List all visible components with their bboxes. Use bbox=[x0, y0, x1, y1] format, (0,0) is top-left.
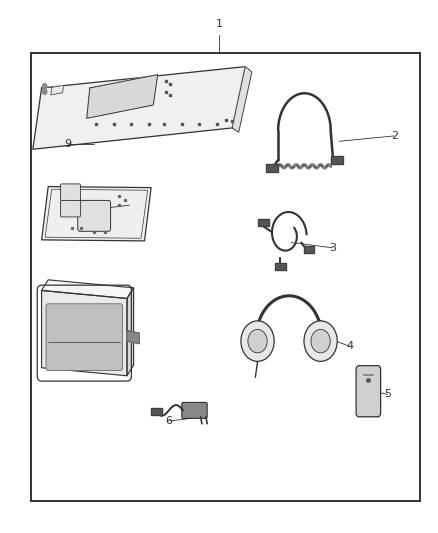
Polygon shape bbox=[42, 290, 127, 376]
Polygon shape bbox=[258, 219, 269, 226]
Circle shape bbox=[42, 84, 47, 89]
FancyBboxPatch shape bbox=[60, 200, 81, 217]
Text: 8: 8 bbox=[104, 203, 111, 213]
Polygon shape bbox=[266, 164, 278, 172]
Polygon shape bbox=[87, 75, 158, 118]
Text: 7: 7 bbox=[60, 360, 67, 370]
Polygon shape bbox=[331, 156, 343, 164]
FancyBboxPatch shape bbox=[356, 366, 381, 417]
Polygon shape bbox=[151, 408, 162, 415]
Polygon shape bbox=[51, 85, 64, 95]
Text: 5: 5 bbox=[384, 390, 391, 399]
Polygon shape bbox=[42, 280, 134, 298]
Bar bbox=[31, 53, 420, 501]
Polygon shape bbox=[232, 67, 252, 132]
Circle shape bbox=[42, 89, 47, 94]
Text: 2: 2 bbox=[391, 131, 398, 141]
Polygon shape bbox=[275, 263, 286, 270]
Polygon shape bbox=[127, 288, 134, 376]
FancyBboxPatch shape bbox=[182, 402, 207, 418]
Circle shape bbox=[304, 321, 337, 361]
Circle shape bbox=[311, 329, 330, 353]
Polygon shape bbox=[127, 330, 139, 344]
Text: 1: 1 bbox=[215, 19, 223, 29]
Polygon shape bbox=[304, 246, 314, 253]
Circle shape bbox=[248, 329, 267, 353]
Polygon shape bbox=[33, 67, 245, 149]
FancyBboxPatch shape bbox=[60, 184, 81, 200]
Polygon shape bbox=[42, 187, 151, 241]
FancyBboxPatch shape bbox=[78, 200, 110, 231]
Text: 9: 9 bbox=[64, 139, 71, 149]
Text: 3: 3 bbox=[329, 243, 336, 253]
Text: 4: 4 bbox=[347, 342, 354, 351]
Text: 6: 6 bbox=[165, 416, 172, 426]
Circle shape bbox=[241, 321, 274, 361]
FancyBboxPatch shape bbox=[46, 304, 123, 370]
